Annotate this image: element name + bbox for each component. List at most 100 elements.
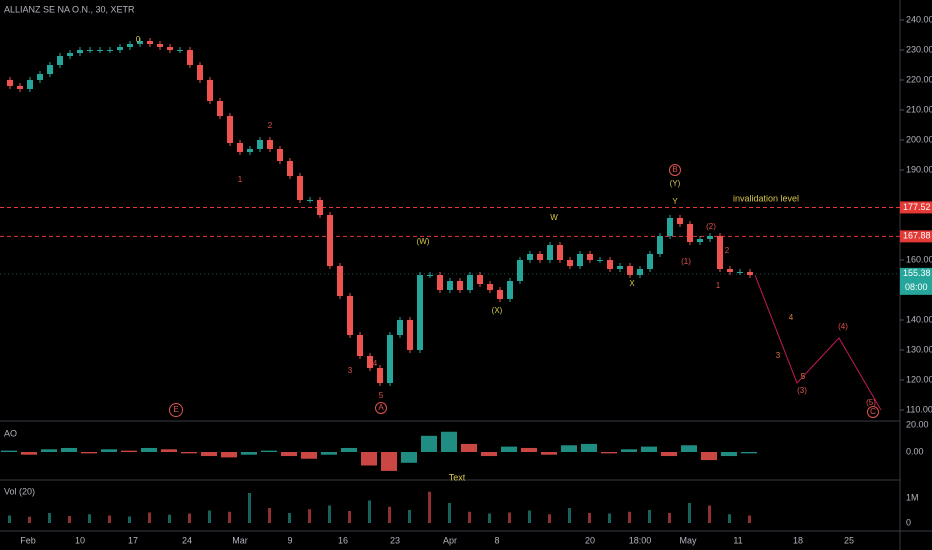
ao-bar (661, 452, 677, 457)
ao-bar (241, 452, 257, 455)
y-tick-label: 1M (906, 492, 919, 502)
wave-label: 1 (238, 175, 243, 184)
candle (517, 260, 523, 281)
x-tick-label: Apr (443, 535, 457, 545)
candle (237, 143, 243, 152)
ao-bar (181, 452, 197, 454)
ao-bar (361, 452, 377, 466)
candle (37, 74, 43, 80)
candle (127, 44, 133, 47)
candle (597, 260, 603, 261)
volume-bar (148, 512, 151, 523)
candle (577, 254, 583, 266)
x-tick-label: 23 (390, 535, 400, 545)
volume-bar (268, 508, 271, 523)
candle (637, 269, 643, 275)
price-tag-label: 155.38 (903, 268, 931, 278)
ao-bar (161, 449, 177, 452)
volume-bar (648, 510, 651, 523)
candle (657, 236, 663, 254)
candle (217, 101, 223, 116)
x-tick-label: Mar (232, 535, 248, 545)
wave-label: 5 (801, 372, 806, 381)
ao-bar (681, 445, 697, 452)
volume-bar (708, 505, 711, 523)
volume-bar (728, 514, 731, 523)
candle (547, 245, 553, 260)
candle (347, 296, 353, 335)
candle (467, 275, 473, 290)
candle (87, 50, 93, 51)
wave-label: 2 (725, 246, 730, 255)
candle (317, 200, 323, 215)
wave-label: (5) (866, 398, 876, 407)
ao-bar (101, 449, 117, 452)
volume-bar (108, 515, 111, 523)
candle (397, 320, 403, 335)
volume-bar (328, 505, 331, 523)
candle (307, 200, 313, 201)
candle (687, 224, 693, 242)
wave-circle (867, 406, 879, 418)
x-tick-label: 24 (182, 535, 192, 545)
ao-bar (481, 452, 497, 457)
candle (627, 266, 633, 275)
wave-label: (1) (681, 257, 691, 266)
volume-bar (668, 513, 671, 523)
ao-bar (401, 452, 417, 463)
x-tick-label: 20 (585, 535, 595, 545)
wave-circle (169, 403, 183, 417)
ao-bar (541, 452, 557, 455)
price-tag (900, 201, 932, 214)
projection-line (754, 274, 882, 411)
x-tick-label: 17 (128, 535, 138, 545)
volume-bar (348, 511, 351, 523)
volume-bar (448, 503, 451, 523)
volume-bar (188, 513, 191, 523)
y-tick-label: 130.00 (906, 344, 932, 354)
ao-bar (61, 447, 77, 452)
ao-text: Text (449, 472, 466, 482)
candle (697, 239, 703, 242)
candle (357, 335, 363, 356)
ao-bar (141, 447, 157, 452)
candle (437, 275, 443, 290)
candle (287, 161, 293, 176)
candle (137, 41, 143, 44)
ao-bar (81, 452, 97, 454)
candle (377, 368, 383, 383)
candle (567, 260, 573, 266)
ao-bar (201, 452, 217, 457)
vol-label: Vol (20) (4, 486, 35, 496)
candle (427, 275, 433, 276)
x-tick-label: 10 (75, 535, 85, 545)
wave-label: (2) (706, 222, 716, 231)
volume-bar (428, 491, 431, 523)
ao-bar (621, 449, 637, 452)
candle (737, 272, 743, 273)
x-tick-label: May (679, 535, 697, 545)
wave-label: W (550, 213, 558, 222)
price-tag-label: 167.88 (903, 231, 931, 241)
y-tick-label: 210.00 (906, 104, 932, 114)
candle (417, 275, 423, 350)
candle (477, 275, 483, 284)
wave-label: 3 (348, 366, 353, 375)
ao-bar (701, 452, 717, 461)
x-tick-label: 25 (844, 535, 854, 545)
candle (107, 50, 113, 51)
candle (57, 56, 63, 65)
volume-bar (88, 514, 91, 523)
x-tick-label: 18:00 (629, 535, 652, 545)
candle (507, 281, 513, 299)
volume-bar (68, 516, 71, 523)
candle (447, 281, 453, 290)
volume-bar (488, 513, 491, 523)
candle (167, 47, 173, 50)
x-tick-label: Feb (20, 535, 36, 545)
x-tick-label: 18 (793, 535, 803, 545)
volume-bar (288, 513, 291, 523)
candle (227, 116, 233, 143)
volume-bar (168, 514, 171, 523)
